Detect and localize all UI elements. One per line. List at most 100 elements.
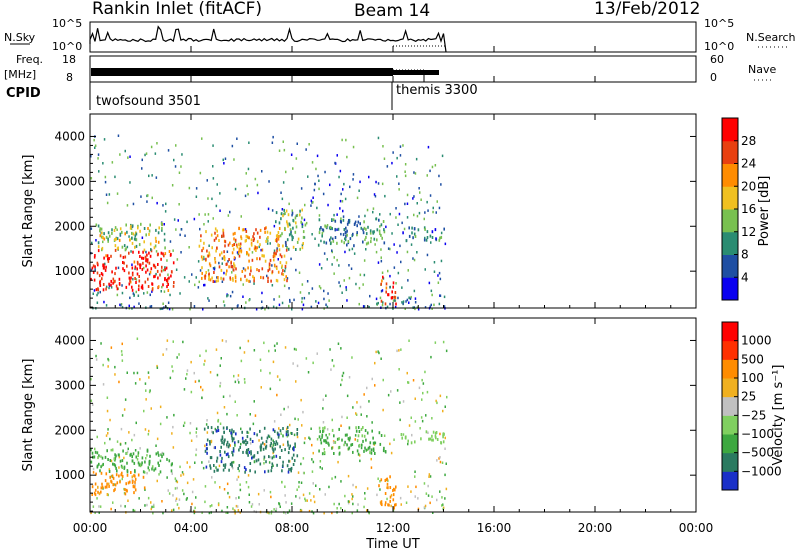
power-region-6-cell	[411, 231, 413, 235]
power-speckle	[162, 302, 164, 305]
power-region-2-cell	[275, 252, 277, 256]
power-colorbar-swatch	[722, 140, 738, 164]
power-speckle	[131, 263, 133, 266]
power-speckle	[318, 214, 321, 217]
velocity-region-3-cell	[344, 440, 346, 444]
power-speckle	[117, 266, 120, 270]
velocity-region-3-cell	[357, 452, 360, 456]
velocity-colorbar-tick-label: −1000	[741, 464, 782, 478]
power-speckle	[358, 215, 360, 218]
velocity-speckle	[200, 385, 202, 389]
power-speckle	[416, 202, 418, 205]
power-region-5-cell	[384, 302, 387, 306]
power-region-1-cell	[126, 230, 128, 234]
velocity-region-0-cell	[115, 466, 117, 470]
power-speckle	[161, 285, 163, 289]
velocity-region-3-cell	[319, 430, 321, 434]
power-region-4-cell	[356, 233, 358, 237]
power-region-0-cell	[145, 264, 147, 268]
velocity-region-4-cell	[380, 502, 382, 506]
power-speckle	[184, 234, 186, 237]
power-region-4-cell	[337, 227, 340, 231]
velocity-region-0-cell	[146, 449, 149, 453]
power-speckle	[229, 294, 232, 298]
velocity-speckle	[331, 477, 333, 480]
velocity-region-0-cell	[117, 453, 120, 457]
velocity-speckle	[422, 382, 425, 385]
power-speckle	[366, 208, 369, 212]
velocity-region-0-cell	[97, 456, 99, 460]
velocity-region-4-cell	[394, 503, 396, 507]
velocity-region-5-cell	[401, 436, 403, 440]
power-region-1-cell	[157, 240, 160, 244]
velocity-speckle	[300, 509, 303, 512]
velocity-speckle	[186, 372, 188, 376]
power-region-0-cell	[166, 278, 168, 282]
velocity-region-3-cell	[366, 431, 369, 435]
power-speckle	[415, 157, 418, 161]
velocity-speckle	[147, 433, 150, 436]
velocity-speckle	[198, 379, 200, 383]
velocity-speckle	[379, 488, 381, 491]
velocity-speckle	[248, 493, 250, 496]
power-speckle	[271, 284, 274, 287]
velocity-region-2-cell	[288, 446, 291, 450]
velocity-region-2-cell	[260, 445, 263, 449]
velocity-speckle	[222, 395, 225, 398]
power-speckle	[264, 308, 266, 311]
velocity-region-2-cell	[249, 462, 252, 465]
cpid-label: CPID	[6, 86, 41, 101]
power-region-4-cell	[325, 241, 328, 245]
velocity-region-2-cell	[226, 443, 228, 447]
velocity-region-3-cell	[361, 434, 364, 438]
power-speckle	[147, 194, 149, 197]
velocity-speckle	[389, 442, 391, 446]
velocity-region-2-cell	[238, 464, 241, 468]
velocity-speckle	[176, 480, 179, 484]
velocity-region-1-cell	[116, 481, 119, 485]
velocity-region-3-cell	[378, 431, 381, 435]
power-speckle	[439, 294, 442, 297]
velocity-region-0-cell	[129, 453, 131, 457]
power-speckle	[229, 210, 231, 214]
power-speckle	[321, 232, 324, 235]
velocity-region-0-cell	[91, 451, 94, 455]
power-region-3-cell	[284, 226, 286, 230]
power-speckle	[286, 277, 289, 280]
velocity-speckle	[161, 451, 163, 455]
velocity-speckle	[218, 464, 221, 468]
power-region-4-cell	[383, 230, 386, 234]
power-region-2-cell	[231, 251, 234, 255]
velocity-region-2-cell	[293, 446, 295, 450]
velocity-speckle	[263, 458, 265, 461]
velocity-speckle	[390, 390, 392, 393]
velocity-region-0-cell	[141, 456, 144, 460]
power-region-6-cell	[435, 237, 437, 241]
power-speckle	[291, 308, 293, 311]
power-region-1-cell	[99, 234, 102, 238]
velocity-region-1-cell	[142, 475, 145, 479]
power-region-4-cell	[346, 243, 348, 247]
power-region-0-cell	[161, 265, 163, 269]
velocity-speckle	[273, 344, 276, 348]
velocity-region-2-cell	[204, 449, 207, 453]
power-speckle	[323, 289, 325, 293]
velocity-speckle	[284, 485, 286, 488]
x-tick-label: 00:00	[73, 521, 108, 535]
power-speckle	[308, 143, 310, 146]
power-speckle	[389, 274, 391, 278]
power-region-3-cell	[287, 224, 289, 228]
power-region-2-cell	[233, 264, 236, 268]
velocity-speckle	[414, 470, 416, 473]
power-speckle	[206, 179, 208, 182]
power-region-3-cell	[302, 242, 304, 245]
power-region-3-cell	[278, 221, 281, 225]
power-speckle	[311, 233, 313, 236]
power-region-1-cell	[157, 231, 160, 235]
velocity-region-1-cell	[100, 471, 103, 475]
power-speckle	[358, 189, 360, 192]
power-region-0-cell	[142, 250, 144, 254]
velocity-speckle	[127, 499, 129, 502]
velocity-speckle	[330, 368, 332, 371]
velocity-speckle	[344, 494, 346, 498]
